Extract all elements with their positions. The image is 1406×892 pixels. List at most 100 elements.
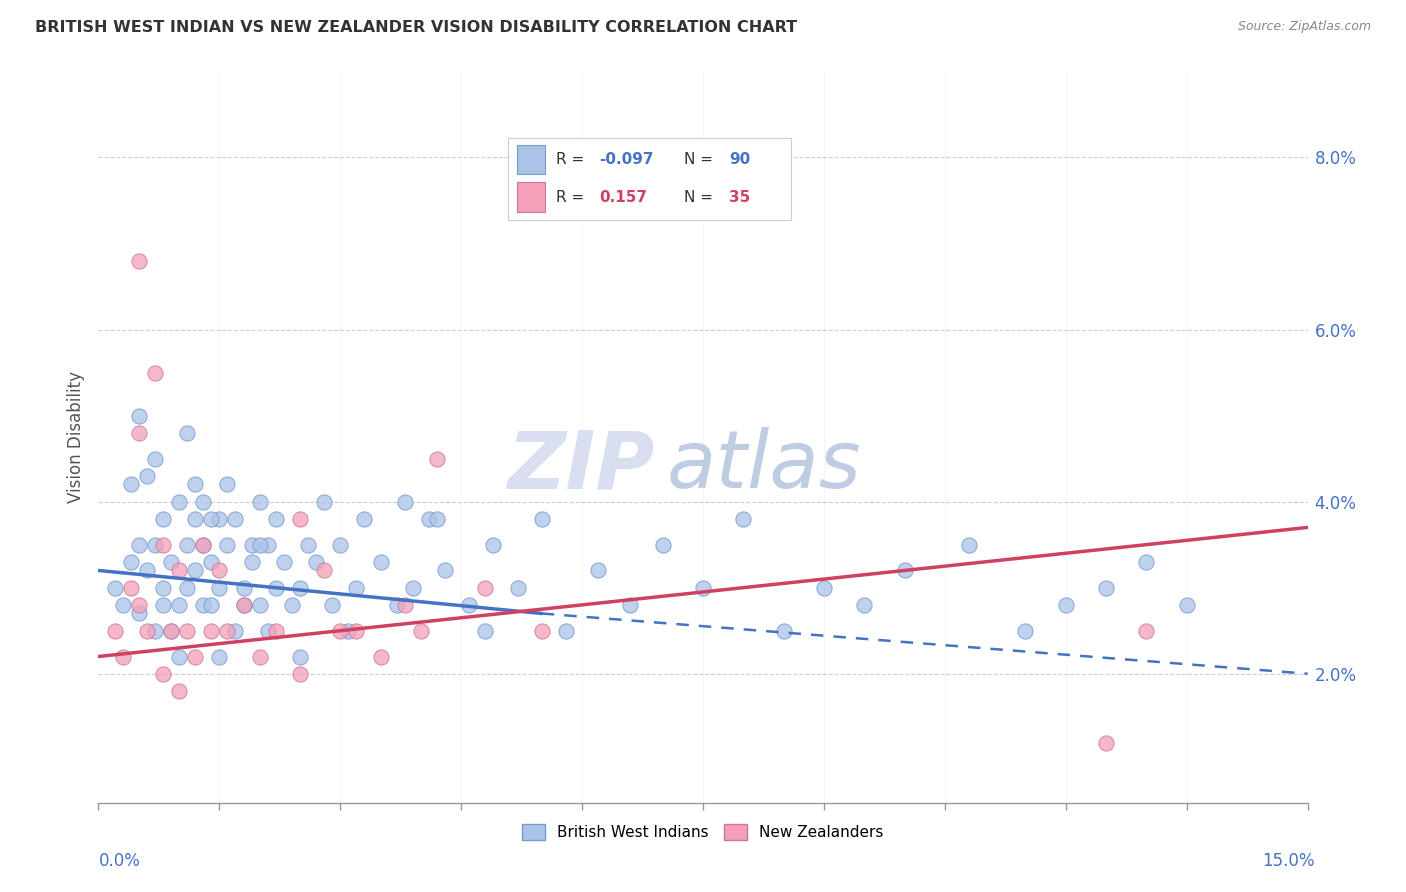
Point (249, 494, 271, 508)
Point (297, 538, 319, 552)
Point (193, 538, 215, 552)
Point (167, 649, 190, 664)
Point (224, 624, 246, 638)
Point (506, 581, 529, 595)
Point (314, 564, 336, 578)
Point (264, 624, 287, 638)
Point (288, 649, 311, 664)
Point (893, 564, 915, 578)
Point (426, 451, 449, 466)
Point (128, 607, 150, 621)
Point (152, 598, 174, 612)
Point (482, 538, 505, 552)
Point (184, 564, 207, 578)
Point (111, 598, 134, 612)
Point (184, 512, 207, 526)
Point (120, 555, 142, 569)
Text: ZIP: ZIP (508, 427, 655, 506)
Point (651, 538, 673, 552)
Point (128, 538, 150, 552)
Point (232, 598, 254, 612)
Point (418, 512, 440, 526)
Text: -0.097: -0.097 (599, 152, 654, 167)
Point (337, 624, 360, 638)
Point (370, 555, 392, 569)
Point (208, 512, 231, 526)
Point (143, 366, 166, 380)
Point (128, 409, 150, 423)
Point (167, 564, 190, 578)
Point (385, 598, 408, 612)
Text: R =: R = (557, 190, 585, 205)
Text: Source: ZipAtlas.com: Source: ZipAtlas.com (1237, 20, 1371, 33)
Text: BRITISH WEST INDIAN VS NEW ZEALANDER VISION DISABILITY CORRELATION CHART: BRITISH WEST INDIAN VS NEW ZEALANDER VIS… (35, 20, 797, 35)
Point (281, 598, 304, 612)
Point (217, 477, 239, 491)
Point (957, 538, 980, 552)
Point (128, 253, 150, 268)
Point (128, 598, 150, 612)
Point (329, 538, 352, 552)
Point (394, 494, 416, 508)
Bar (516, 145, 546, 174)
Point (160, 624, 183, 638)
Point (619, 598, 641, 612)
Point (193, 494, 215, 508)
Point (200, 555, 222, 569)
Point (314, 494, 336, 508)
Point (224, 512, 246, 526)
Text: atlas: atlas (666, 427, 862, 506)
Point (249, 538, 271, 552)
Point (111, 649, 134, 664)
Point (555, 624, 578, 638)
Point (474, 624, 496, 638)
Text: 90: 90 (730, 152, 751, 167)
Point (135, 564, 157, 578)
Bar (516, 183, 546, 212)
Point (1135, 624, 1157, 638)
Point (370, 649, 392, 664)
Point (772, 624, 794, 638)
Point (128, 425, 150, 440)
Point (232, 581, 254, 595)
Point (120, 581, 142, 595)
Point (853, 598, 876, 612)
Point (143, 624, 166, 638)
Point (152, 666, 174, 681)
Point (167, 598, 190, 612)
Point (434, 564, 457, 578)
Text: 0.157: 0.157 (599, 190, 647, 205)
Point (160, 555, 183, 569)
Point (264, 512, 287, 526)
Point (217, 538, 239, 552)
Point (813, 581, 835, 595)
Point (208, 564, 231, 578)
Point (288, 666, 311, 681)
Point (143, 538, 166, 552)
Point (135, 468, 157, 483)
Legend: British West Indians, New Zealanders: British West Indians, New Zealanders (516, 818, 890, 847)
Point (152, 512, 174, 526)
Point (394, 598, 416, 612)
Point (1135, 555, 1157, 569)
Point (256, 624, 278, 638)
Point (305, 555, 328, 569)
Point (176, 425, 198, 440)
Point (458, 598, 481, 612)
Point (474, 581, 496, 595)
Point (288, 512, 311, 526)
Point (329, 624, 352, 638)
Point (733, 512, 755, 526)
Text: 35: 35 (730, 190, 751, 205)
Point (402, 581, 425, 595)
Point (256, 538, 278, 552)
Point (208, 649, 231, 664)
Point (1095, 735, 1118, 749)
Text: N =: N = (683, 190, 713, 205)
Text: N =: N = (683, 152, 713, 167)
Point (176, 624, 198, 638)
Point (1014, 624, 1036, 638)
Point (321, 598, 343, 612)
Point (240, 555, 263, 569)
Point (217, 624, 239, 638)
